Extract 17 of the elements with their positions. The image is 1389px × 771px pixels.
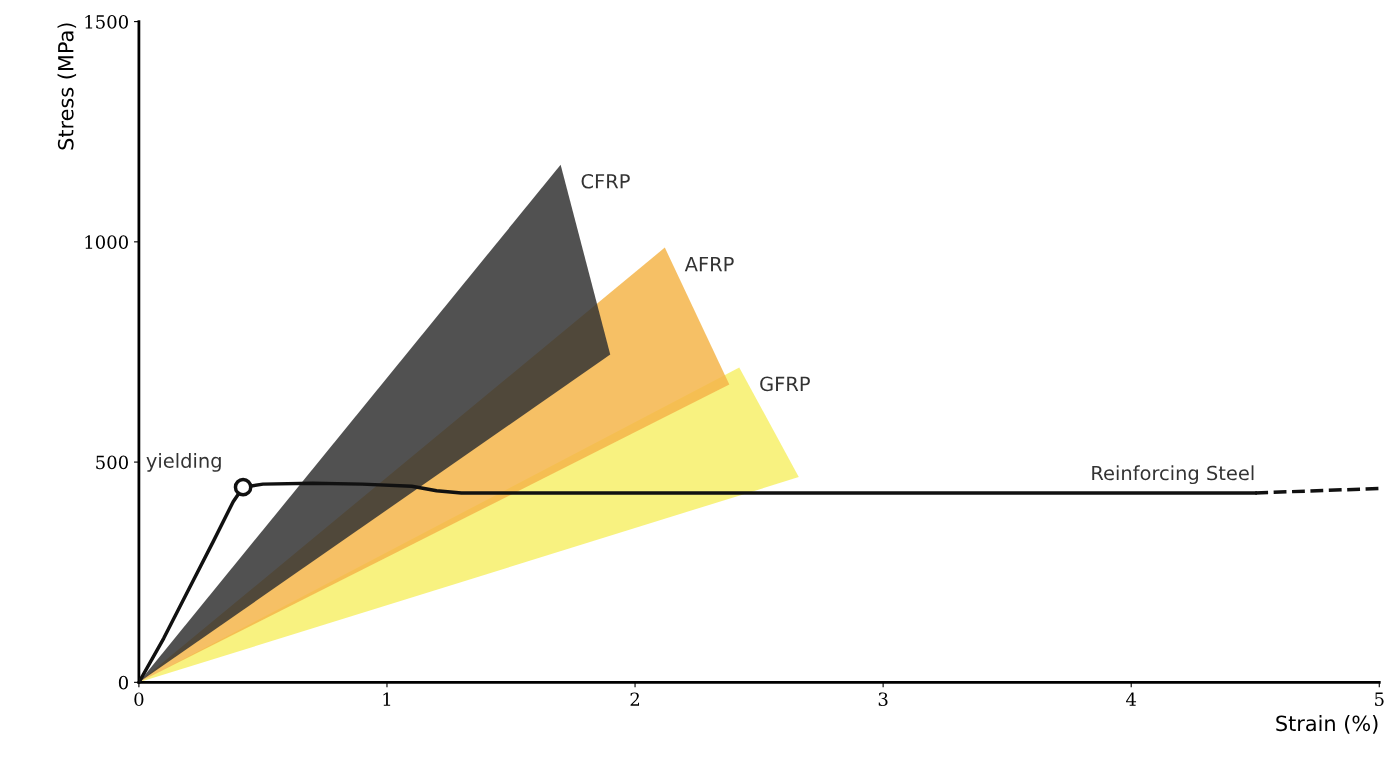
series-label: CFRP [581, 173, 630, 189]
y-tick-label: 500 [96, 455, 128, 470]
series-label: Reinforcing Steel [1092, 465, 1254, 485]
y-axis-title: Stress (MPa) [57, 23, 77, 150]
x-axis-title: Strain (%) [1276, 715, 1378, 734]
x-tick-label: 0 [134, 692, 144, 707]
x-tick-label: 4 [1126, 692, 1137, 706]
x-tick-label: 1 [383, 692, 391, 706]
x-tick-label: 3 [878, 692, 888, 707]
x-tick-label: 5 [1375, 692, 1384, 707]
x-tick-label: 2 [630, 692, 640, 706]
y-tick-label: 0 [118, 675, 128, 690]
series-label: AFRP [684, 256, 734, 272]
series-label: GFRP [760, 376, 810, 392]
y-tick-label: 1000 [85, 235, 128, 249]
y-tick-label: 1500 [85, 15, 128, 29]
annotation: yielding [146, 452, 221, 472]
